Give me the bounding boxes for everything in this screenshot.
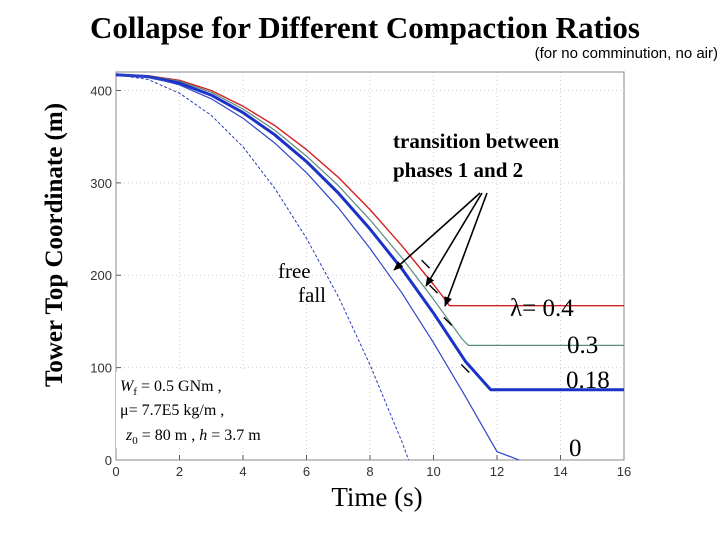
label-lambda-018: 0.18 (566, 367, 610, 394)
transition-marker-2 (443, 316, 453, 326)
transition-annotation-line2: phases 1 and 2 (393, 158, 523, 182)
chart-title: Collapse for Different Compaction Ratios (90, 10, 640, 45)
y-tick-label-400: 400 (90, 83, 112, 98)
parameters-box: Wf = 0.5 GNm , μ= 7.7E5 kg/m , z0 = 80 m… (116, 372, 294, 448)
series-line-4 (115, 74, 410, 461)
arrow-to-lambda-04 (393, 192, 481, 271)
label-lambda-03: 0.3 (567, 332, 598, 359)
y-tick-label-300: 300 (90, 176, 112, 191)
x-tick-label-2: 2 (176, 464, 183, 479)
plot-frame (115, 71, 625, 461)
arrow-to-lambda-03 (425, 192, 483, 287)
param-wf: Wf = 0.5 GNm , (120, 378, 222, 398)
transition-marker-3 (460, 364, 470, 374)
series-line-1 (115, 74, 624, 346)
x-tick-label-12: 12 (490, 464, 504, 479)
free-fall-label-line2: fall (298, 283, 326, 307)
x-tick-label-8: 8 (366, 464, 373, 479)
x-tick-label-6: 6 (303, 464, 310, 479)
transition-annotation-line1: transition between (393, 129, 560, 153)
y-tick-label-0: 0 (105, 453, 112, 468)
series-line-2 (115, 73, 624, 392)
chart-subtitle: (for no comminution, no air) (535, 45, 718, 62)
x-tick-label-10: 10 (426, 464, 440, 479)
transition-arrows (393, 192, 488, 307)
x-tick-label-4: 4 (239, 464, 246, 479)
param-z0-h: z0 = 80 m , h = 3.7 m (125, 427, 261, 447)
label-lambda-04: λ= 0.4 (510, 295, 574, 322)
x-axis-label: Time (s) (331, 482, 422, 512)
x-tick-label-16: 16 (617, 464, 631, 479)
y-axis-label: Tower Top Coordinate (m) (41, 103, 68, 387)
param-mu: μ= 7.7E5 kg/m , (120, 402, 224, 419)
y-tick-label-200: 200 (90, 268, 112, 283)
series-line-0 (115, 74, 624, 307)
x-tick-label-14: 14 (553, 464, 567, 479)
free-fall-label-line1: free (278, 259, 311, 283)
y-tick-label-100: 100 (90, 361, 112, 376)
label-lambda-0: 0 (569, 435, 582, 462)
series-line-3 (115, 74, 520, 461)
arrow-to-lambda-018 (444, 192, 488, 307)
transition-marker-0 (421, 259, 431, 269)
x-tick-label-0: 0 (112, 464, 119, 479)
